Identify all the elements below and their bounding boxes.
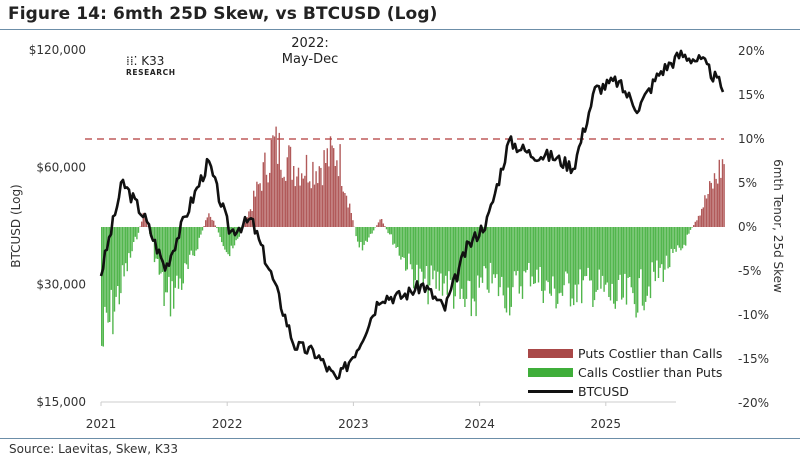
right-tick: -20%: [738, 396, 769, 410]
right-tick: 20%: [738, 44, 765, 58]
right-tick: 10%: [738, 132, 765, 146]
annotation-line2: May-Dec: [281, 52, 339, 67]
x-tick: 2024: [464, 417, 495, 431]
footer-divider: [0, 438, 800, 439]
left-tick: $120,000: [29, 43, 86, 57]
source-note: Source: Laevitas, Skew, K33: [9, 442, 178, 456]
right-tick: -5%: [738, 264, 761, 278]
title-divider: [0, 29, 800, 30]
left-tick: $15,000: [36, 395, 86, 409]
legend-label: Calls Costlier than Puts: [578, 365, 723, 380]
logo-sub: RESEARCH: [126, 68, 176, 77]
chart-title: Figure 14: 6mth 25D Skew, vs BTCUSD (Log…: [8, 4, 438, 24]
right-tick: 0%: [738, 220, 757, 234]
right-tick: -15%: [738, 352, 769, 366]
x-tick: 2021: [86, 417, 117, 431]
skew-bars: [101, 126, 725, 347]
annotation-2022: 2022: May-Dec: [270, 36, 350, 68]
legend-label: BTCUSD: [578, 384, 629, 399]
legend-item-btcusd: BTCUSD: [528, 382, 722, 401]
k33-logo: ⁞⁞⁚ K33 RESEARCH: [126, 54, 176, 78]
x-tick: 2022: [212, 417, 243, 431]
legend-item-puts: Puts Costlier than Calls: [528, 344, 722, 363]
logo-brand: K33: [141, 54, 165, 68]
x-tick: 2025: [591, 417, 622, 431]
left-tick: $60,000: [36, 160, 86, 174]
right-tick: -10%: [738, 308, 769, 322]
legend-item-calls: Calls Costlier than Puts: [528, 363, 722, 382]
right-tick: 5%: [738, 176, 757, 190]
right-tick: 15%: [738, 88, 765, 102]
x-tick: 2023: [338, 417, 369, 431]
left-axis-ticks: $120,000 $60,000 $30,000 $15,000: [29, 43, 86, 409]
right-axis-ticks: 20% 15% 10% 5% 0% -5% -10% -15% -20%: [738, 44, 769, 410]
x-axis-ticks: 2021 2022 2023 2024 2025: [86, 402, 621, 431]
right-axis-label: 6mth Tenor, 25d Skew: [771, 159, 785, 293]
left-tick: $30,000: [36, 278, 86, 292]
annotation-line1: 2022:: [291, 36, 329, 51]
legend-label: Puts Costlier than Calls: [578, 346, 723, 361]
left-axis-label: BTCUSD (Log): [9, 184, 23, 268]
legend: Puts Costlier than Calls Calls Costlier …: [528, 344, 722, 401]
logo-mark-icon: ⁞⁞⁚: [126, 54, 142, 68]
btcusd-line: [99, 49, 725, 381]
